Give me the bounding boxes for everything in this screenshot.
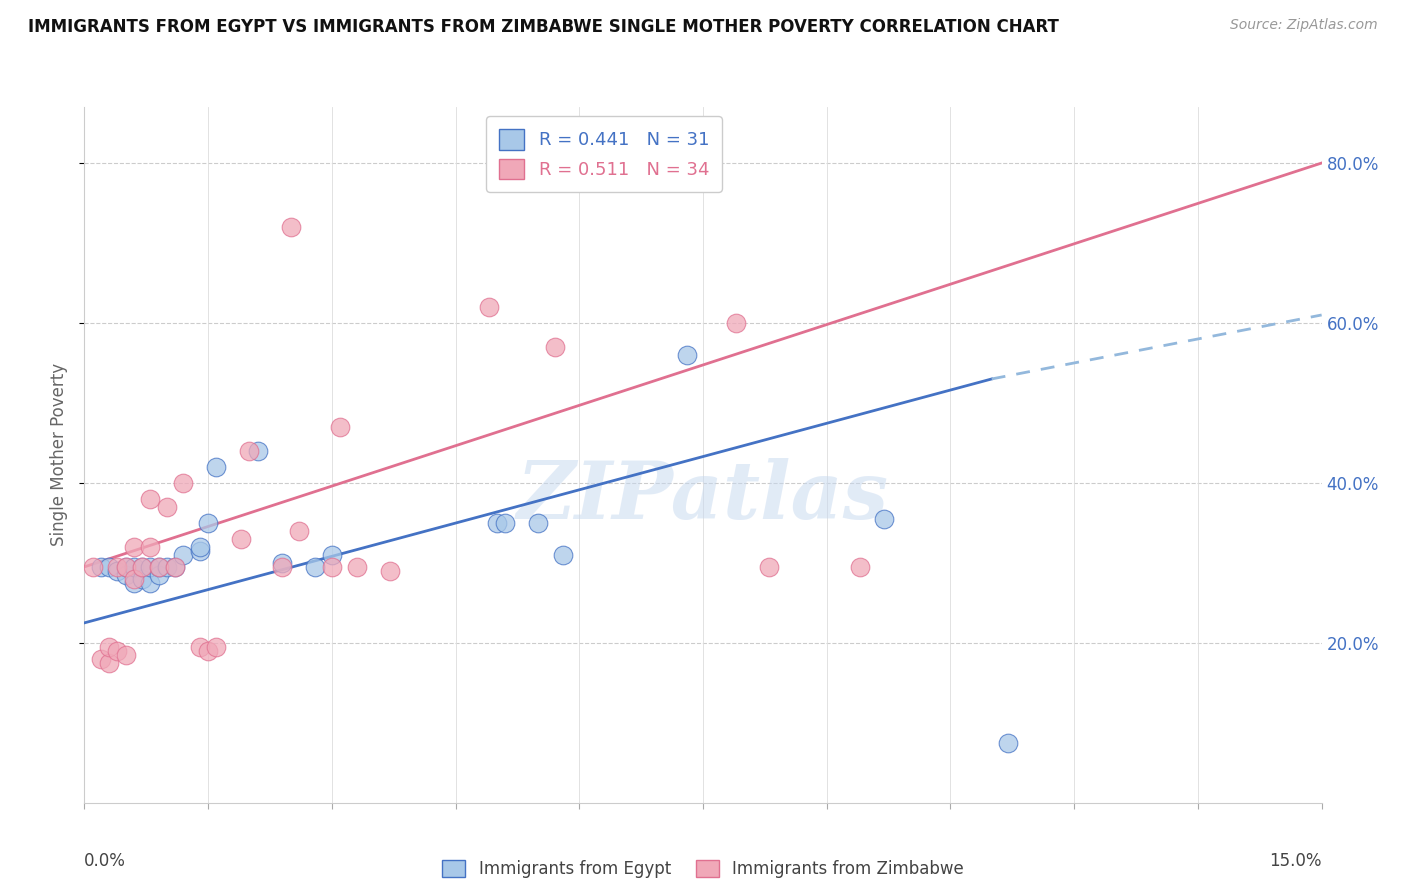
Y-axis label: Single Mother Poverty: Single Mother Poverty bbox=[51, 363, 69, 547]
Point bbox=[543, 340, 565, 354]
Point bbox=[205, 640, 228, 654]
Point bbox=[156, 500, 179, 514]
Point bbox=[90, 560, 112, 574]
Point bbox=[139, 540, 162, 554]
Point bbox=[105, 564, 128, 578]
Point bbox=[280, 219, 302, 234]
Point bbox=[139, 560, 162, 574]
Point bbox=[329, 420, 352, 434]
Point bbox=[165, 560, 187, 574]
Point bbox=[98, 560, 121, 574]
Point bbox=[188, 544, 211, 558]
Point bbox=[378, 564, 401, 578]
Point bbox=[346, 560, 368, 574]
Point bbox=[304, 560, 326, 574]
Point bbox=[148, 567, 170, 582]
Point bbox=[131, 560, 153, 574]
Point bbox=[156, 560, 179, 574]
Point bbox=[271, 560, 294, 574]
Point bbox=[122, 575, 145, 590]
Legend: Immigrants from Egypt, Immigrants from Zimbabwe: Immigrants from Egypt, Immigrants from Z… bbox=[436, 854, 970, 885]
Point bbox=[82, 560, 104, 574]
Point bbox=[188, 540, 211, 554]
Text: 0.0%: 0.0% bbox=[84, 852, 127, 870]
Point bbox=[114, 560, 136, 574]
Point bbox=[271, 556, 294, 570]
Point bbox=[139, 575, 162, 590]
Point bbox=[205, 459, 228, 474]
Point bbox=[90, 652, 112, 666]
Point bbox=[131, 572, 153, 586]
Point bbox=[873, 512, 896, 526]
Point bbox=[229, 532, 252, 546]
Point bbox=[675, 348, 697, 362]
Point bbox=[238, 444, 260, 458]
Point bbox=[321, 560, 343, 574]
Point bbox=[114, 567, 136, 582]
Point bbox=[848, 560, 870, 574]
Text: ZIPatlas: ZIPatlas bbox=[517, 458, 889, 535]
Text: 15.0%: 15.0% bbox=[1270, 852, 1322, 870]
Point bbox=[494, 516, 516, 530]
Point bbox=[527, 516, 550, 530]
Point bbox=[122, 540, 145, 554]
Point bbox=[114, 560, 136, 574]
Text: IMMIGRANTS FROM EGYPT VS IMMIGRANTS FROM ZIMBABWE SINGLE MOTHER POVERTY CORRELAT: IMMIGRANTS FROM EGYPT VS IMMIGRANTS FROM… bbox=[28, 18, 1059, 36]
Point bbox=[321, 548, 343, 562]
Point bbox=[148, 560, 170, 574]
Point bbox=[997, 736, 1019, 750]
Point bbox=[148, 560, 170, 574]
Point bbox=[758, 560, 780, 574]
Point bbox=[131, 560, 153, 574]
Point bbox=[197, 644, 219, 658]
Point bbox=[114, 648, 136, 662]
Point bbox=[165, 560, 187, 574]
Point bbox=[98, 656, 121, 670]
Point bbox=[139, 491, 162, 506]
Point bbox=[98, 640, 121, 654]
Point bbox=[105, 560, 128, 574]
Point bbox=[551, 548, 574, 562]
Text: Source: ZipAtlas.com: Source: ZipAtlas.com bbox=[1230, 18, 1378, 32]
Point bbox=[246, 444, 269, 458]
Point bbox=[477, 300, 499, 314]
Point bbox=[197, 516, 219, 530]
Point bbox=[172, 475, 194, 490]
Point bbox=[105, 644, 128, 658]
Point bbox=[172, 548, 194, 562]
Point bbox=[288, 524, 311, 538]
Point bbox=[122, 560, 145, 574]
Point bbox=[485, 516, 508, 530]
Point bbox=[188, 640, 211, 654]
Point bbox=[724, 316, 747, 330]
Point bbox=[122, 572, 145, 586]
